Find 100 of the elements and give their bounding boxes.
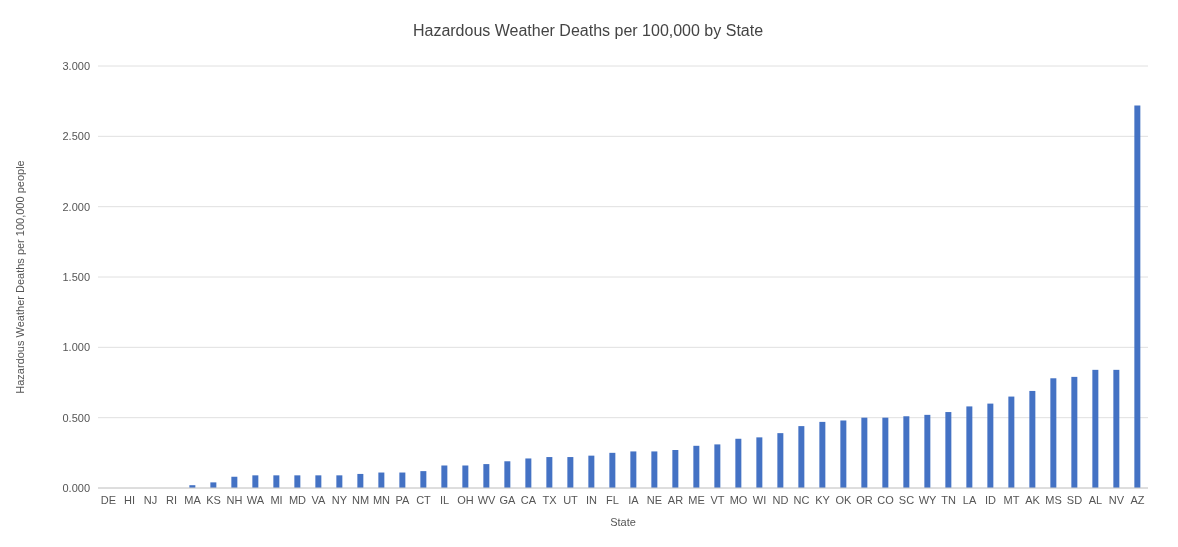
x-tick-label: OK: [835, 493, 853, 506]
x-tick-label: TX: [542, 493, 558, 506]
x-tick-label: ME: [688, 493, 705, 506]
x-tick-label: NM: [351, 493, 370, 506]
x-tick-label: NC: [793, 493, 810, 506]
x-tick-label: CA: [520, 493, 537, 506]
bar: [966, 406, 973, 488]
bar: [315, 475, 322, 488]
x-tick-label: HI: [124, 493, 135, 506]
x-tick-label: UT: [563, 493, 579, 506]
bar: [1050, 378, 1057, 488]
bar: [357, 473, 364, 488]
bar: [945, 412, 952, 488]
x-tick-label: IN: [586, 493, 598, 506]
x-tick-label: IA: [628, 493, 640, 506]
x-tick-label: ID: [985, 493, 997, 506]
x-tick-label: DE: [100, 493, 117, 506]
x-tick-label: PA: [395, 493, 411, 506]
x-tick-label: AR: [667, 493, 684, 506]
bar: [1113, 369, 1120, 488]
x-tick-label: MD: [288, 493, 307, 506]
bar: [735, 438, 742, 488]
x-tick-label: OH: [457, 493, 474, 506]
bar: [1008, 396, 1015, 488]
bar: [714, 444, 721, 488]
x-tick-label: OR: [856, 493, 873, 506]
chart-title: Hazardous Weather Deaths per 100,000 by State: [411, 22, 765, 40]
bar: [819, 421, 826, 488]
bar: [672, 450, 679, 488]
bar: [693, 445, 700, 488]
bar: [294, 475, 301, 488]
y-tick-label: 2.500: [62, 130, 90, 143]
x-tick-label: SC: [898, 493, 915, 506]
x-tick-label: AL: [1088, 493, 1103, 506]
x-tick-label: MA: [184, 493, 202, 506]
bar: [924, 414, 931, 488]
y-tick-label: 0.000: [62, 481, 90, 494]
bar: [756, 437, 763, 488]
x-tick-label: CO: [877, 493, 895, 506]
bar: [483, 464, 490, 488]
x-tick-label: NE: [646, 493, 663, 506]
bar: [1134, 105, 1141, 488]
bar: [336, 475, 343, 488]
y-tick-label: 1.000: [62, 341, 90, 354]
bar: [420, 471, 427, 488]
y-tick-label: 1.500: [62, 270, 90, 283]
bar: [882, 417, 889, 488]
bar: [777, 433, 784, 488]
x-tick-label: MT: [1003, 493, 1020, 506]
bar: [987, 403, 994, 488]
bar: [462, 465, 469, 488]
x-axis-title: State: [610, 516, 636, 528]
x-tick-label: NV: [1108, 493, 1125, 506]
x-tick-label: NJ: [143, 493, 158, 506]
bar: [798, 426, 805, 488]
x-tick-label: RI: [166, 493, 177, 506]
x-tick-label: KS: [206, 493, 221, 506]
x-tick-label: KY: [815, 493, 831, 506]
bar: [651, 451, 658, 488]
x-tick-label: VT: [710, 493, 725, 506]
bar: [378, 472, 385, 488]
x-tick-label: NY: [331, 493, 348, 506]
x-tick-label: NH: [226, 493, 243, 506]
x-tick-label: LA: [962, 493, 977, 506]
x-tick-label: MN: [372, 493, 391, 506]
x-tick-label: MO: [729, 493, 748, 506]
bar: [273, 475, 280, 488]
bar: [567, 457, 574, 488]
bar: [504, 461, 511, 488]
x-tick-label: AZ: [1130, 493, 1145, 506]
x-tick-label: WV: [477, 493, 497, 506]
x-tick-label: WA: [246, 493, 265, 506]
y-tick-label: 2.000: [62, 200, 90, 213]
x-tick-label: AK: [1025, 493, 1041, 506]
y-axis-title: Hazardous Weather Deaths per 100,000 people: [13, 160, 26, 394]
x-tick-label: VA: [311, 493, 327, 506]
x-tick-label: FL: [606, 493, 619, 506]
bar: [903, 416, 910, 488]
bar: [609, 452, 616, 488]
bar: [1029, 390, 1036, 488]
bar: [861, 417, 868, 488]
x-tick-label: GA: [499, 493, 517, 506]
x-tick-label: TN: [941, 493, 956, 506]
bar: [525, 458, 532, 488]
bar: [1092, 369, 1099, 488]
x-tick-label: SD: [1066, 493, 1083, 506]
y-tick-label: 0.500: [62, 411, 90, 424]
x-tick-label: WI: [752, 493, 767, 506]
x-tick-label: MI: [270, 493, 283, 506]
y-tick-label: 3.000: [62, 59, 90, 72]
x-tick-label: ND: [772, 493, 789, 506]
bar: [441, 465, 448, 488]
bar: [588, 455, 595, 488]
bar: [840, 420, 847, 488]
bar: [546, 457, 553, 488]
x-tick-label: IL: [439, 493, 450, 506]
bar: [252, 475, 259, 488]
bar: [630, 451, 637, 488]
bar: [1071, 376, 1078, 488]
x-tick-label: WY: [918, 493, 938, 506]
